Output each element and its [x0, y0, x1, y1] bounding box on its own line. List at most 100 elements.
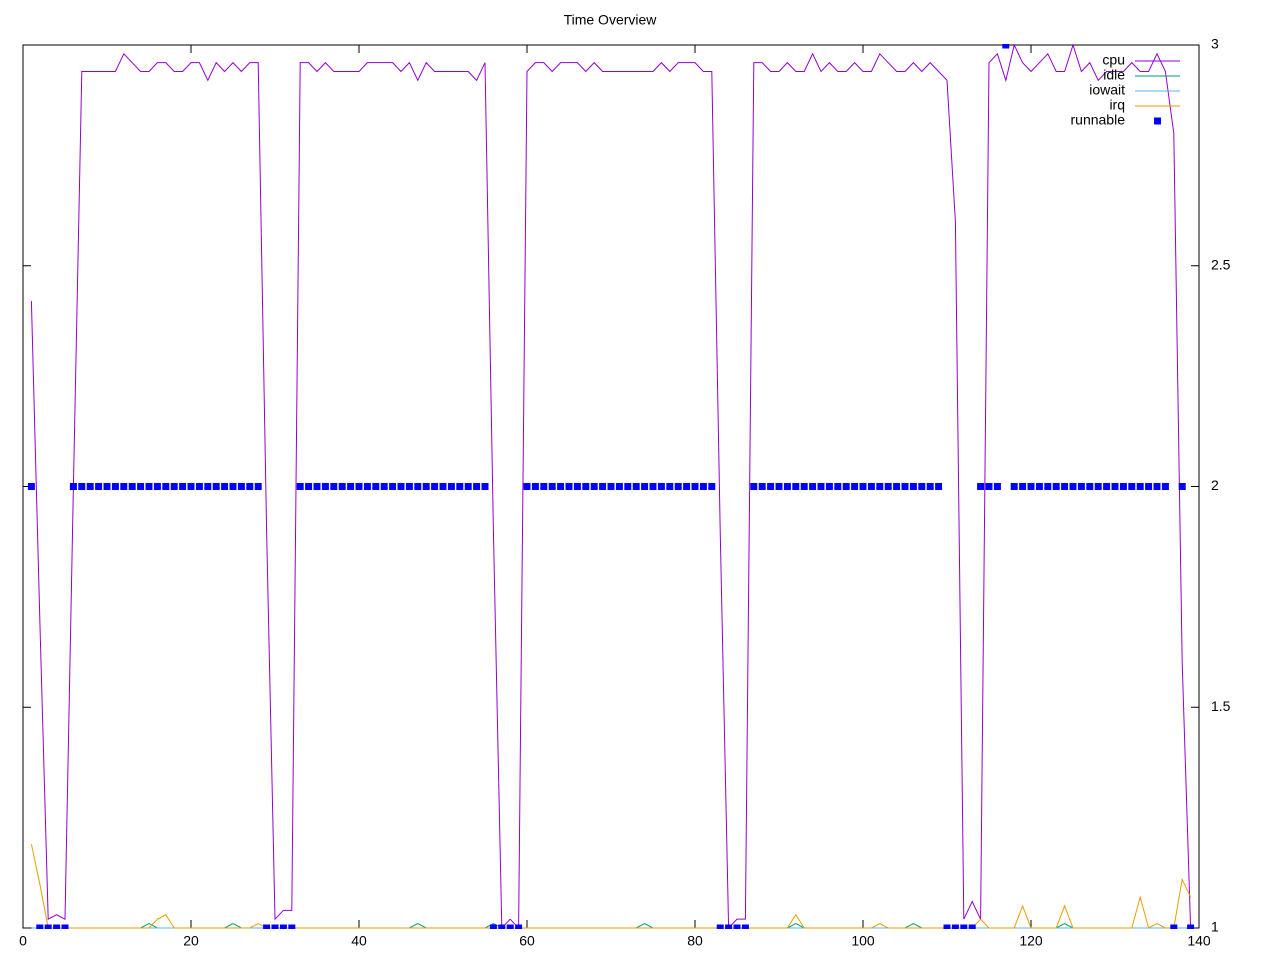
runnable-point	[120, 483, 128, 490]
runnable-point	[758, 483, 766, 490]
runnable-point	[792, 483, 800, 490]
runnable-point	[935, 483, 943, 490]
runnable-point	[153, 483, 161, 490]
legend-label: iowait	[1089, 82, 1125, 98]
runnable-point	[263, 924, 271, 929]
runnable-point	[313, 483, 321, 490]
runnable-point	[649, 483, 657, 490]
series-line	[30, 44, 1192, 929]
legend-label: cpu	[1102, 52, 1125, 68]
runnable-point	[137, 483, 145, 490]
runnable-point	[355, 483, 363, 490]
runnable-point	[683, 483, 691, 490]
runnable-point	[170, 483, 178, 490]
y-tick-label: 3	[1211, 36, 1219, 52]
runnable-point	[641, 483, 649, 490]
runnable-point	[221, 483, 229, 490]
legend-label: irq	[1109, 97, 1125, 113]
runnable-point	[741, 924, 749, 929]
runnable-point	[951, 924, 959, 929]
runnable-point	[456, 483, 464, 490]
runnable-point	[296, 483, 304, 490]
runnable-point	[809, 483, 817, 490]
runnable-point	[1086, 483, 1094, 490]
runnable-point	[926, 483, 934, 490]
runnable-point	[1027, 483, 1035, 490]
runnable-point	[767, 483, 775, 490]
runnable-point	[27, 483, 35, 490]
runnable-point	[666, 483, 674, 490]
legend-label: idle	[1103, 67, 1125, 83]
runnable-point	[859, 483, 867, 490]
runnable-point	[338, 483, 346, 490]
runnable-point	[531, 483, 539, 490]
runnable-point	[582, 483, 590, 490]
runnable-point	[1145, 483, 1153, 490]
runnable-point	[330, 483, 338, 490]
runnable-point	[447, 483, 455, 490]
x-tick-label: 40	[351, 933, 367, 949]
runnable-point	[195, 483, 203, 490]
series-line	[30, 844, 1192, 929]
runnable-point	[834, 483, 842, 490]
runnable-point	[1010, 483, 1018, 490]
runnable-point	[968, 924, 976, 929]
runnable-point	[489, 924, 497, 929]
x-tick-label: 100	[851, 933, 875, 949]
runnable-point	[1170, 924, 1178, 929]
runnable-point	[825, 483, 833, 490]
runnable-point	[1119, 483, 1127, 490]
runnable-point	[389, 483, 397, 490]
y-tick-label: 1	[1211, 919, 1219, 935]
x-tick-label: 80	[687, 933, 703, 949]
runnable-point	[557, 483, 565, 490]
x-tick-label: 120	[1019, 933, 1043, 949]
runnable-point	[565, 483, 573, 490]
y-tick-label: 1.5	[1211, 698, 1231, 714]
runnable-point	[943, 924, 951, 929]
runnable-point	[674, 483, 682, 490]
runnable-point	[422, 483, 430, 490]
x-tick-label: 140	[1187, 933, 1211, 949]
runnable-point	[775, 483, 783, 490]
runnable-point	[69, 483, 77, 490]
runnable-point	[624, 483, 632, 490]
runnable-point	[1094, 483, 1102, 490]
runnable-point	[573, 483, 581, 490]
runnable-point	[237, 483, 245, 490]
runnable-point	[380, 483, 388, 490]
x-tick-label: 0	[19, 933, 27, 949]
runnable-point	[187, 483, 195, 490]
runnable-point	[977, 483, 985, 490]
runnable-point	[893, 483, 901, 490]
runnable-point	[111, 483, 119, 490]
runnable-point	[1061, 483, 1069, 490]
runnable-point	[179, 483, 187, 490]
runnable-point	[414, 483, 422, 490]
runnable-point	[397, 483, 405, 490]
runnable-point	[993, 483, 1001, 490]
chart-title: Time Overview	[564, 12, 658, 28]
runnable-point	[1187, 924, 1195, 929]
series-line	[31, 923, 1191, 929]
runnable-point	[590, 483, 598, 490]
runnable-point	[229, 483, 237, 490]
runnable-point	[985, 483, 993, 490]
runnable-point	[716, 924, 724, 929]
runnable-point	[439, 483, 447, 490]
runnable-point	[246, 483, 254, 490]
legend-marker	[1154, 117, 1161, 125]
runnable-point	[464, 483, 472, 490]
runnable-point	[212, 483, 220, 490]
runnable-point	[36, 924, 44, 929]
runnable-point	[431, 483, 439, 490]
runnable-point	[783, 483, 791, 490]
runnable-point	[615, 483, 623, 490]
runnable-point	[1069, 483, 1077, 490]
runnable-point	[1019, 483, 1027, 490]
runnable-point	[1136, 483, 1144, 490]
runnable-point	[506, 924, 514, 929]
runnable-point	[1077, 483, 1085, 490]
runnable-point	[540, 483, 548, 490]
